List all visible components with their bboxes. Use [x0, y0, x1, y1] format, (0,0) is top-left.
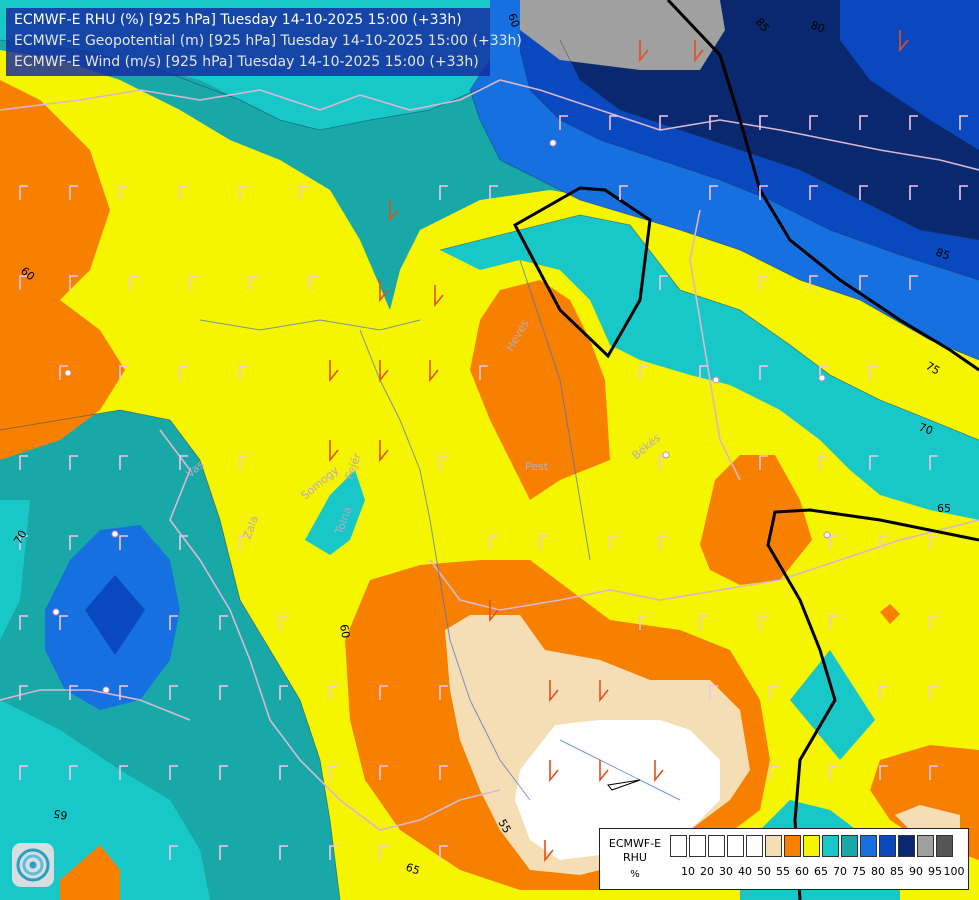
contour-label: 65: [52, 807, 68, 822]
contour-label: 55: [495, 817, 513, 836]
legend-tick-label: 10: [681, 865, 695, 878]
legend-swatch: [689, 835, 706, 857]
contour-label: 80: [809, 19, 827, 36]
legend-tick-label: 95: [928, 865, 942, 878]
rh-band-85-90-west: [85, 575, 145, 655]
legend-tick-label: 80: [871, 865, 885, 878]
legend-swatch: [879, 835, 896, 857]
contour-label: 70: [11, 528, 29, 547]
legend-tick-label: 70: [833, 865, 847, 878]
legend-swatch: [860, 835, 877, 857]
contour-label: 85: [934, 246, 952, 263]
rh-band-60-65-north: [470, 280, 610, 500]
title-geopotential: ECMWF-E Geopotential (m) [925 hPa] Tuesd…: [14, 33, 522, 49]
legend-swatch: [670, 835, 687, 857]
contour-label: 70: [917, 421, 935, 438]
legend-tick-label: 90: [909, 865, 923, 878]
legend-swatch: [727, 835, 744, 857]
legend-swatch: [936, 835, 953, 857]
title-rhu: ECMWF-E RHU (%) [925 hPa] Tuesday 14-10-…: [14, 12, 462, 28]
legend-tick-label: 85: [890, 865, 904, 878]
legend-tick-label: 60: [795, 865, 809, 878]
contour-label: 60: [337, 623, 352, 639]
legend-swatch: [803, 835, 820, 857]
rh-band-60-65-west: [0, 80, 125, 460]
rh-band-60-65-east: [700, 455, 812, 585]
legend-title-model: ECMWF-E: [608, 837, 662, 850]
rh-band-70-75-center: [305, 470, 365, 555]
country-borders: [0, 79, 979, 831]
rhu-legend: ECMWF-E RHU % 10 20 30 40 50 55 60 65 70 75 80 85 90…: [599, 828, 969, 890]
legend-tick-label: 50: [757, 865, 771, 878]
contour-label: 60: [505, 12, 522, 30]
map-marker: [607, 779, 641, 791]
rh-band-70-75-sw: [0, 500, 210, 900]
calm-markers: [52, 139, 831, 694]
geopotential-contours: [512, 0, 979, 900]
legend-tick-label: 40: [738, 865, 752, 878]
contour-label: 75: [924, 359, 943, 377]
rh-band-85-90-ne: [840, 0, 979, 110]
wind-barbs: [19, 115, 968, 860]
swirl-icon: [16, 848, 50, 882]
place-label: Pest: [525, 460, 549, 473]
rh-band-70-75: [440, 215, 979, 520]
legend-swatch: [917, 835, 934, 857]
rivers: [199, 259, 681, 801]
legend-swatch: [898, 835, 915, 857]
rh-band-60-65-east-small: [880, 604, 900, 624]
legend-tick-label: 65: [814, 865, 828, 878]
legend-swatch: [841, 835, 858, 857]
legend-tick-label: 75: [852, 865, 866, 878]
rh-band-lt55-south: [515, 720, 720, 860]
legend-tick-label: 20: [700, 865, 714, 878]
legend-swatch: [822, 835, 839, 857]
rh-contour-lines: [0, 39, 979, 900]
rh-band-95-100: [520, 0, 725, 70]
legend-swatch: [765, 835, 782, 857]
wind-barbs-strong: [329, 30, 909, 863]
legend-tick-label: 100: [943, 865, 965, 878]
legend-tick-label: 30: [719, 865, 733, 878]
contour-label: 65: [404, 861, 422, 878]
rh-band-60-65-sw-small: [60, 845, 120, 900]
legend-swatch: [746, 835, 763, 857]
title-wind: ECMWF-E Wind (m/s) [925 hPa] Tuesday 14-…: [14, 54, 479, 70]
legend-swatch: [784, 835, 801, 857]
legend-title-variable: RHU: [623, 851, 647, 864]
contour-label-group: 60 80 85 85 75 70 65 60 70 65 55 60 65: [11, 12, 951, 878]
legend-tick-label: 55: [776, 865, 790, 878]
ecmwf-logo: [12, 843, 54, 887]
map-title-box: ECMWF-E RHU (%) [925 hPa] Tuesday 14-10-…: [6, 8, 522, 76]
legend-unit: %: [630, 869, 640, 880]
contour-label: 65: [937, 502, 951, 515]
legend-title: ECMWF-E RHU %: [604, 837, 666, 882]
legend-swatch: [708, 835, 725, 857]
